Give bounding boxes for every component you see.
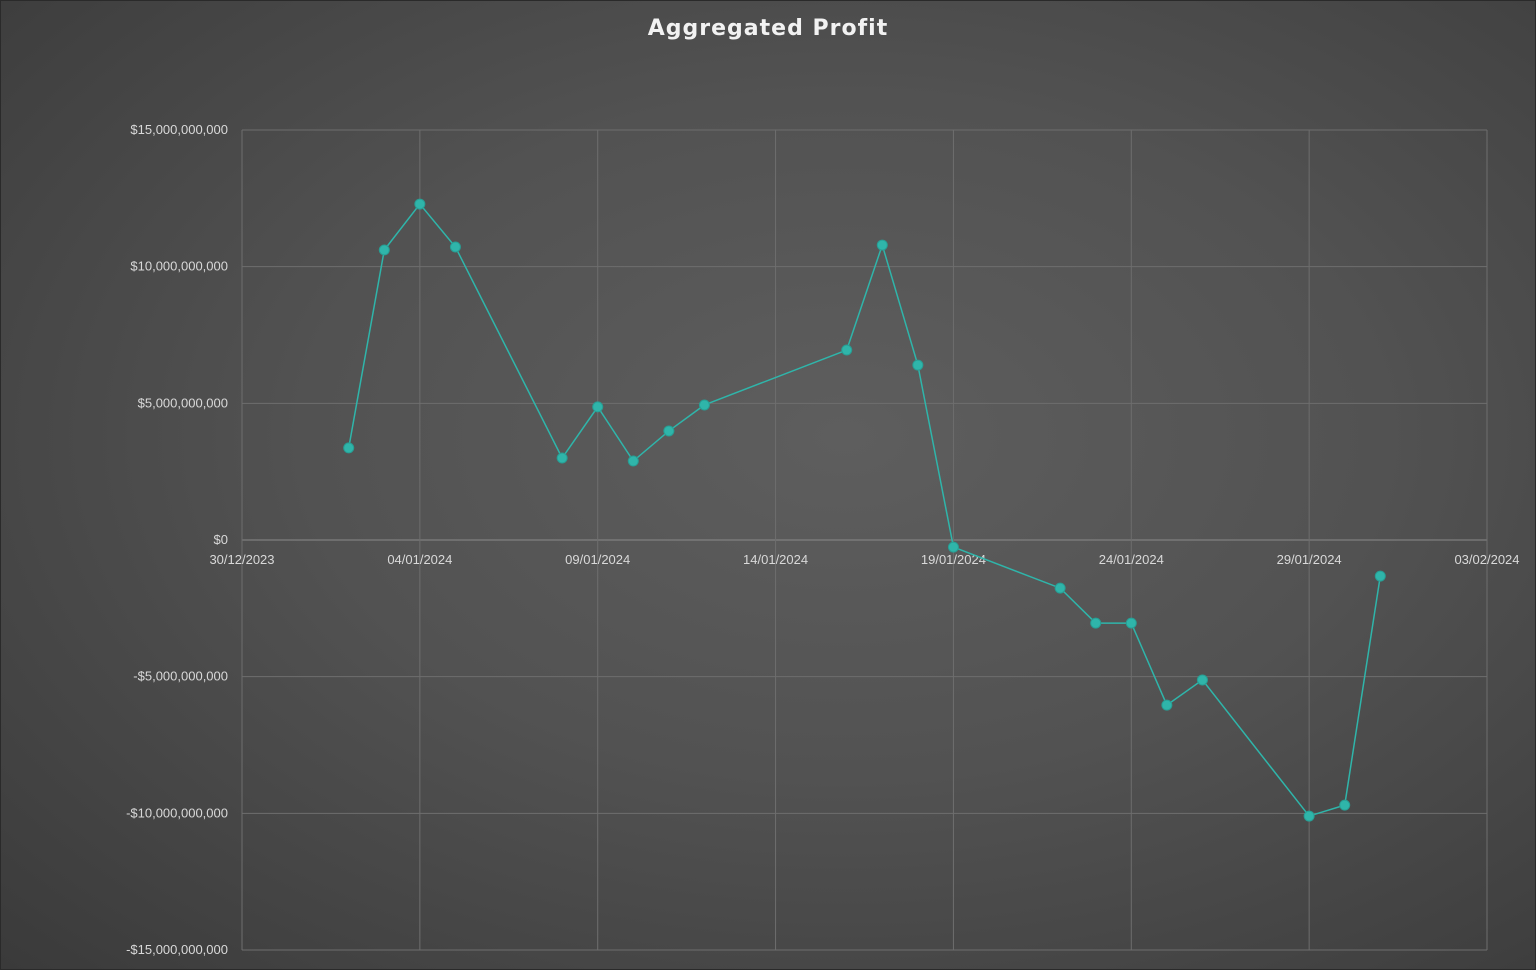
- x-tick-label: 14/01/2024: [743, 552, 808, 567]
- data-point: [876, 239, 888, 251]
- y-tick-label: -$10,000,000,000: [126, 805, 228, 820]
- series-line: [347, 202, 1382, 817]
- data-point: [556, 452, 568, 464]
- y-tick-label: -$5,000,000,000: [133, 669, 228, 684]
- data-point: [1196, 674, 1208, 686]
- data-point: [1303, 810, 1315, 822]
- x-tick-label: 04/01/2024: [387, 552, 452, 567]
- data-point: [947, 541, 959, 553]
- data-point: [663, 425, 675, 437]
- data-point: [912, 359, 924, 371]
- data-point: [841, 344, 853, 356]
- x-tick-label: 24/01/2024: [1099, 552, 1164, 567]
- data-point: [698, 399, 710, 411]
- data-point: [1339, 799, 1351, 811]
- data-point: [1054, 582, 1066, 594]
- data-point: [627, 455, 639, 467]
- y-tick-label: -$15,000,000,000: [126, 942, 228, 957]
- data-point: [592, 401, 604, 413]
- data-point: [1374, 570, 1386, 582]
- data-point: [1090, 617, 1102, 629]
- y-tick-label: $0: [214, 532, 228, 547]
- data-point: [378, 244, 390, 256]
- data-point: [1161, 699, 1173, 711]
- chart-title: Aggregated Profit: [647, 16, 889, 41]
- data-point: [449, 241, 461, 253]
- x-tick-label: 09/01/2024: [565, 552, 630, 567]
- x-tick-label: 03/02/2024: [1454, 552, 1519, 567]
- data-point: [414, 198, 426, 210]
- x-tick-label: 19/01/2024: [921, 552, 986, 567]
- y-tick-label: $5,000,000,000: [138, 395, 228, 410]
- y-tick-label: $15,000,000,000: [130, 122, 228, 137]
- y-tick-label: $10,000,000,000: [130, 259, 228, 274]
- data-point: [1125, 617, 1137, 629]
- x-tick-label: 29/01/2024: [1277, 552, 1342, 567]
- x-tick-label: 30/12/2023: [209, 552, 274, 567]
- data-point: [343, 442, 355, 454]
